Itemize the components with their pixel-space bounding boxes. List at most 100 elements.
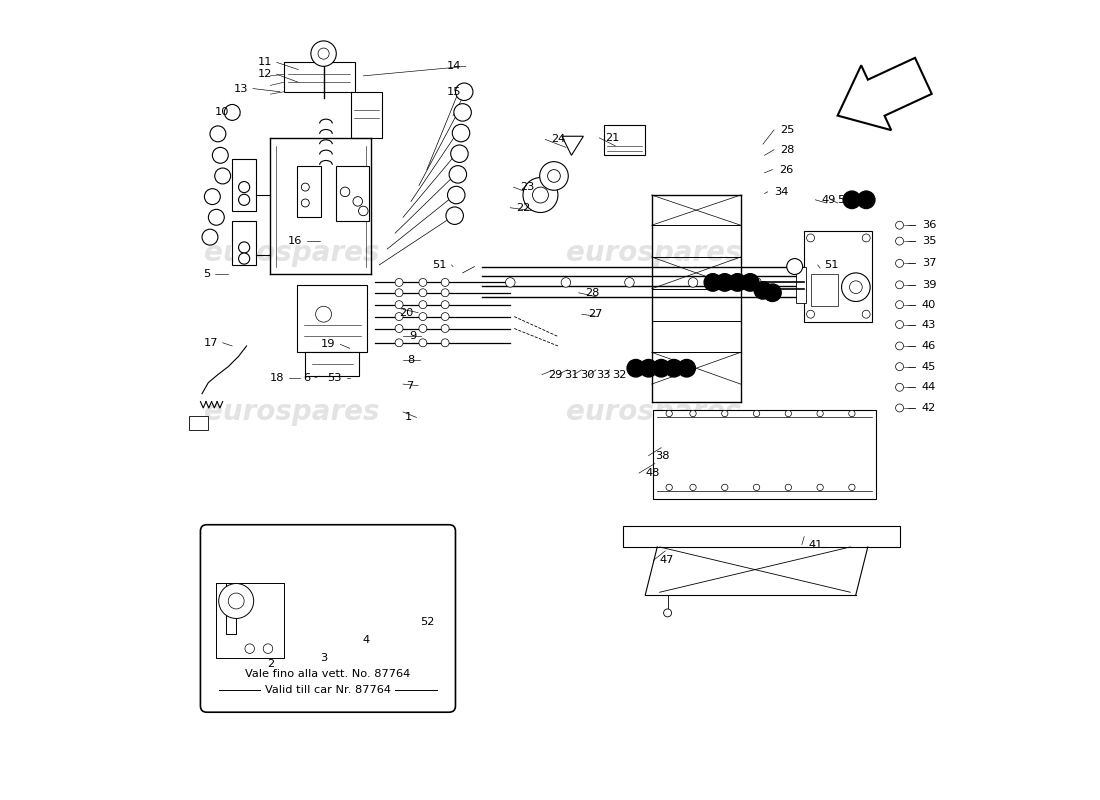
Text: 26: 26 (779, 165, 793, 174)
Circle shape (441, 289, 449, 297)
Circle shape (895, 301, 903, 309)
Text: 18: 18 (271, 373, 285, 382)
Text: 6: 6 (302, 373, 310, 382)
Circle shape (728, 274, 746, 291)
Text: 9: 9 (409, 331, 417, 342)
Bar (351, 92, 382, 138)
Text: 51: 51 (824, 260, 838, 270)
Text: 38: 38 (654, 450, 670, 461)
Circle shape (311, 41, 337, 66)
Text: 32: 32 (612, 370, 626, 379)
Bar (232, 222, 256, 265)
Text: 39: 39 (922, 280, 936, 290)
Circle shape (455, 83, 473, 101)
Circle shape (448, 186, 465, 204)
Circle shape (219, 583, 254, 618)
Circle shape (395, 325, 403, 333)
Circle shape (786, 258, 803, 274)
Text: eurospares: eurospares (205, 239, 380, 267)
Text: 5: 5 (202, 270, 210, 279)
Circle shape (301, 183, 309, 191)
Text: eurospares: eurospares (205, 398, 380, 426)
Text: 28: 28 (780, 145, 795, 154)
Circle shape (532, 187, 549, 203)
Text: 52: 52 (420, 618, 434, 627)
Circle shape (895, 259, 903, 267)
Text: 7: 7 (406, 381, 414, 390)
Circle shape (451, 145, 469, 162)
Text: 29: 29 (549, 370, 563, 379)
Circle shape (395, 278, 403, 286)
Circle shape (862, 310, 870, 318)
Circle shape (419, 339, 427, 346)
Circle shape (849, 484, 855, 490)
Circle shape (817, 484, 823, 490)
Text: 42: 42 (922, 403, 936, 413)
Circle shape (540, 162, 569, 190)
Circle shape (785, 484, 792, 490)
Text: 37: 37 (922, 258, 936, 268)
Bar (796, 267, 806, 303)
Text: 25: 25 (780, 125, 795, 135)
Text: 2: 2 (267, 658, 274, 669)
FancyBboxPatch shape (200, 525, 455, 712)
Circle shape (849, 410, 855, 417)
Text: 19: 19 (321, 339, 336, 350)
Circle shape (895, 383, 903, 391)
Circle shape (395, 289, 403, 297)
Circle shape (652, 359, 670, 377)
Circle shape (301, 199, 309, 207)
Circle shape (441, 278, 449, 286)
Circle shape (754, 484, 760, 490)
Circle shape (895, 321, 903, 329)
Text: 35: 35 (922, 236, 936, 246)
Text: 1: 1 (405, 413, 411, 422)
Circle shape (214, 168, 231, 184)
Text: 13: 13 (233, 83, 249, 94)
Text: Vale fino alla vett. No. 87764: Vale fino alla vett. No. 87764 (245, 669, 410, 679)
Text: 23: 23 (520, 182, 535, 192)
Polygon shape (623, 526, 900, 547)
Text: 49: 49 (822, 194, 836, 205)
Circle shape (666, 484, 672, 490)
Circle shape (395, 313, 403, 321)
Circle shape (419, 313, 427, 321)
Text: 53: 53 (328, 373, 342, 382)
Bar (604, 125, 646, 155)
Text: 8: 8 (408, 355, 415, 366)
Circle shape (224, 105, 240, 120)
Text: 14: 14 (447, 62, 461, 71)
Circle shape (441, 325, 449, 333)
Circle shape (210, 126, 225, 142)
Circle shape (895, 342, 903, 350)
Circle shape (842, 273, 870, 302)
Text: 51: 51 (432, 260, 447, 270)
Text: 20: 20 (399, 308, 414, 318)
Circle shape (449, 166, 466, 183)
Text: 11: 11 (257, 58, 272, 67)
Text: 47: 47 (660, 555, 674, 566)
Circle shape (722, 484, 728, 490)
Circle shape (452, 124, 470, 142)
Text: eurospares: eurospares (565, 398, 741, 426)
Circle shape (419, 289, 427, 297)
Text: 16: 16 (288, 236, 302, 246)
Circle shape (506, 278, 515, 287)
Text: Valid till car Nr. 87764: Valid till car Nr. 87764 (265, 685, 390, 695)
Bar (297, 285, 367, 352)
Circle shape (446, 207, 463, 225)
Circle shape (755, 282, 772, 299)
Circle shape (625, 278, 635, 287)
Circle shape (441, 339, 449, 346)
Text: 10: 10 (214, 107, 229, 118)
Circle shape (208, 210, 224, 226)
Circle shape (763, 284, 781, 302)
Text: 30: 30 (580, 370, 595, 379)
Circle shape (722, 410, 728, 417)
Circle shape (229, 593, 244, 609)
Bar (336, 166, 368, 222)
Circle shape (419, 301, 427, 309)
Circle shape (205, 189, 220, 205)
Circle shape (316, 306, 331, 322)
Circle shape (239, 242, 250, 253)
